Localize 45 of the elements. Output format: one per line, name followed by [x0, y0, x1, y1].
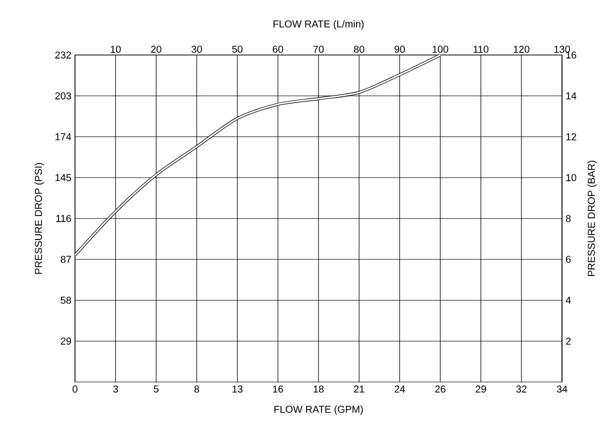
- text: 60: [272, 46, 284, 53]
- x-tick-label: 0: [72, 386, 78, 393]
- x-tick-label: 3: [113, 386, 118, 393]
- text: 120: [514, 46, 530, 53]
- y-tick-label: 29: [60, 338, 72, 345]
- text: 30: [192, 46, 202, 53]
- x-tick-label: 26: [435, 386, 446, 393]
- x2-axis-title: FLOW RATE (L/min): [274, 20, 364, 30]
- text: 50: [232, 46, 243, 53]
- text: 110: [474, 46, 488, 53]
- y2-tick-label: 10: [566, 174, 576, 182]
- y2-axis-title: PRESSURE DROP (BAR): [588, 160, 597, 276]
- y-tick-label: 203: [55, 92, 72, 100]
- text: 100: [432, 46, 448, 53]
- x-tick-label: 5: [154, 386, 159, 393]
- text: 10: [110, 46, 121, 53]
- x-tick-label: 29: [476, 386, 486, 393]
- y2-tick-label: 14: [566, 92, 576, 100]
- y2-tick-label: 8: [566, 214, 571, 222]
- text: 20: [151, 46, 162, 53]
- text: 90: [394, 46, 405, 53]
- x-tick-label: 8: [194, 386, 200, 393]
- y-tick-label: 116: [56, 214, 72, 222]
- x-tick-label: 34: [556, 386, 568, 393]
- y2-tick-label: 12: [566, 133, 576, 140]
- text: 80: [354, 46, 364, 53]
- x-tick-label: 21: [354, 386, 364, 393]
- y-tick-label: 145: [56, 174, 72, 182]
- x-tick-label: 13: [232, 386, 242, 393]
- x-axis-title: FLOW RATE (GPM): [274, 405, 363, 415]
- x-tick-label: 16: [273, 386, 284, 393]
- text: 70: [313, 46, 324, 53]
- text: 130: [554, 46, 570, 53]
- y2-tick-label: 4: [566, 296, 571, 304]
- y-tick-label: 232: [55, 51, 71, 59]
- y2-tick-label: 16: [566, 51, 576, 59]
- y2-tick-label: 2: [566, 338, 571, 345]
- x-tick-label: 24: [394, 386, 405, 393]
- y-tick-label: 87: [60, 256, 71, 263]
- y-axis-title: PRESSURE DROP (PSI): [34, 163, 44, 274]
- x-tick-label: 18: [314, 386, 324, 393]
- x-tick-label: 32: [516, 386, 526, 393]
- y-tick-label: 58: [60, 296, 72, 304]
- y-tick-label: 174: [56, 133, 72, 140]
- y2-tick-label: 6: [566, 256, 571, 263]
